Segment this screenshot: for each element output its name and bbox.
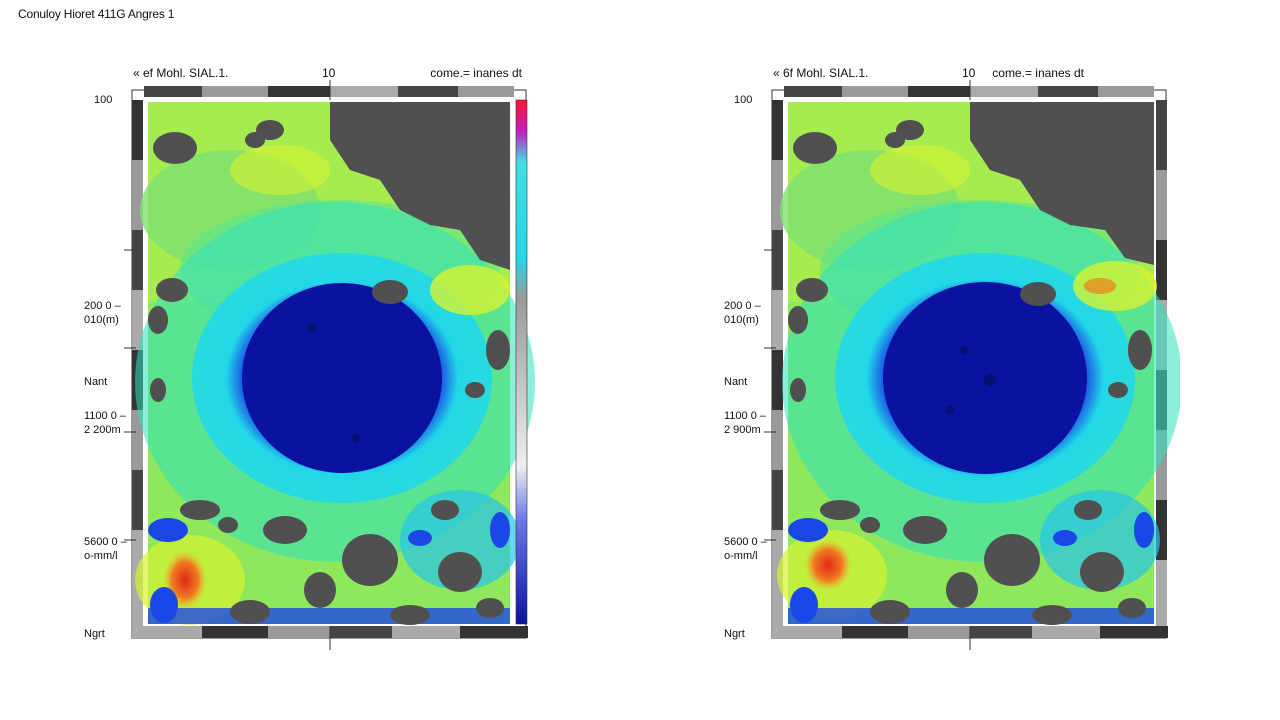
y-tick-label: o-mm/l [724, 550, 758, 562]
left-border-segments [772, 100, 783, 626]
cold-core-detail [307, 323, 360, 442]
y-tick-label: 5600 0 – [84, 536, 127, 548]
y-tick-label: Nant [724, 376, 748, 388]
heatmap-chart [764, 80, 1180, 650]
y-tick-label: 100 [734, 94, 753, 106]
y-tick-label: Ngrt [84, 628, 105, 640]
heatmap-field [135, 102, 535, 625]
bottom-border-segments [772, 626, 1168, 638]
header-right-label: come.= inanes dt [430, 66, 522, 80]
page-title: Conuloy Hioret 411G Angres 1 [18, 7, 175, 21]
y-tick-label: 2 900m [724, 424, 761, 436]
y-tick-label: o-mm/l [84, 550, 118, 562]
cold-core-detail [946, 346, 996, 414]
masked-regions [788, 102, 1154, 625]
masked-regions [148, 102, 510, 625]
y-tick-label: 2 200m [84, 424, 121, 436]
y-tick-label: 1100 0 – [84, 410, 127, 422]
colorbar [515, 99, 528, 625]
header-left-label: « ef Mohl. SIAL.1. [133, 66, 229, 80]
y-tick-label: 010(m) [84, 314, 119, 326]
y-tick-label: 200 0 – [84, 300, 121, 312]
y-tick-label: Nant [84, 376, 108, 388]
top-border-segments [784, 86, 1154, 97]
y-tick-label: 1100 0 – [724, 410, 767, 422]
y-tick-label: 100 [94, 94, 113, 106]
header-center-label: 10 [962, 66, 976, 80]
chart-panel-right: « 6f Mohl. SIAL.1. 10 come.= inanes dt 1… [720, 60, 1180, 660]
header-left-label: « 6f Mohl. SIAL.1. [773, 66, 869, 80]
header-right-label: come.= inanes dt [992, 66, 1084, 80]
header-center-label: 10 [322, 66, 336, 80]
top-border-segments [144, 86, 514, 97]
y-tick-label: Ngrt [724, 628, 745, 640]
heatmap-chart [124, 80, 535, 650]
bottom-border-segments [132, 626, 528, 638]
y-tick-label: 200 0 – [724, 300, 761, 312]
y-tick-label: 010(m) [724, 314, 759, 326]
y-tick-label: 5600 0 – [724, 536, 767, 548]
chart-panel-left: « ef Mohl. SIAL.1. 10 come.= inanes dt 1… [80, 60, 540, 660]
